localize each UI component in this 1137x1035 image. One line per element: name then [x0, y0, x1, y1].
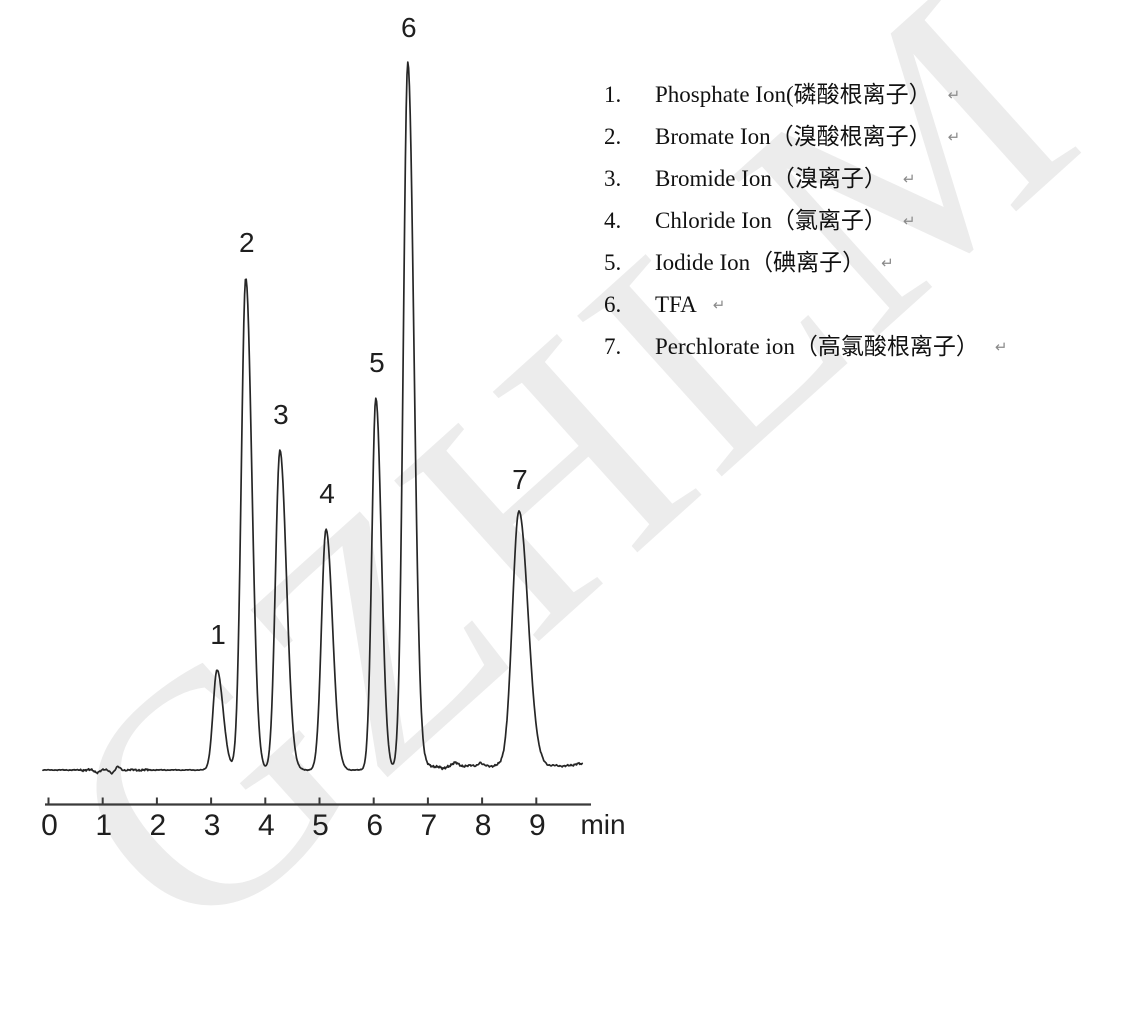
peak-number-label: 3: [273, 399, 289, 430]
peak-number-label: 6: [401, 12, 417, 43]
chromatogram-figure: 0 1 2 3 4 5 6 7 8 9 min 1 2 3 4 5 6 7: [0, 0, 650, 860]
legend-item-number: 2.: [604, 124, 622, 149]
x-axis-tick-label: 3: [204, 809, 221, 842]
legend-item: 3. Bromide Ion（溴离子） ↵: [604, 158, 1007, 200]
legend-item: 1. Phosphate Ion(磷酸根离子） ↵: [604, 74, 1007, 116]
legend-item: 5. Iodide Ion（碘离子） ↵: [604, 242, 1007, 284]
legend-item-label: Bromate Ion（溴酸根离子）: [655, 124, 932, 149]
return-mark-icon: ↵: [994, 340, 1008, 356]
x-axis-tick-label: 6: [366, 809, 383, 842]
legend-item-label: Perchlorate ion（高氯酸根离子）: [655, 334, 979, 359]
legend-item-label: Iodide Ion（碘离子）: [655, 250, 866, 275]
x-axis-tick-label: 4: [258, 809, 275, 842]
peak-number-label: 1: [210, 619, 226, 650]
x-axis-unit-label: min: [580, 809, 625, 840]
return-mark-icon: ↵: [902, 172, 916, 188]
chromatogram-trace: [42, 61, 584, 775]
legend-item-label: Chloride Ion（氯离子）: [655, 208, 887, 233]
x-axis-tick-label: 5: [312, 809, 329, 842]
peak-number-label: 7: [512, 464, 528, 495]
chromatogram-plot: 0 1 2 3 4 5 6 7 8 9 min 1 2 3 4 5 6 7: [41, 12, 625, 842]
legend-item: 6. TFA ↵: [604, 284, 1007, 326]
legend-item-number: 3.: [604, 166, 622, 191]
peak-number-label: 5: [369, 347, 385, 378]
x-axis-tick-label: 8: [475, 809, 492, 842]
peak-number-label: 2: [239, 227, 255, 258]
return-mark-icon: ↵: [947, 130, 961, 146]
return-mark-icon: ↵: [902, 214, 916, 230]
legend-item: 7. Perchlorate ion（高氯酸根离子） ↵: [604, 326, 1007, 368]
legend-item-label: Phosphate Ion(磷酸根离子）: [655, 82, 932, 107]
legend-item-number: 7.: [604, 334, 622, 359]
legend-item: 2. Bromate Ion（溴酸根离子） ↵: [604, 116, 1007, 158]
x-axis-tick-label: 0: [41, 809, 58, 842]
return-mark-icon: ↵: [881, 256, 894, 272]
legend-item-label: TFA: [655, 292, 697, 317]
x-axis-tick-label: 1: [95, 809, 112, 842]
return-mark-icon: ↵: [712, 298, 726, 314]
legend-item-number: 6.: [604, 292, 622, 317]
legend-item-number: 1.: [604, 82, 622, 107]
legend-item: 4. Chloride Ion（氯离子） ↵: [604, 200, 1007, 242]
x-axis-tick-label: 2: [150, 809, 167, 842]
x-axis-tick-label: 7: [421, 809, 438, 842]
peak-number-label: 4: [319, 478, 335, 509]
legend-item-number: 5.: [604, 250, 622, 275]
legend-item-label: Bromide Ion（溴离子）: [655, 166, 887, 191]
legend-item-number: 4.: [604, 208, 622, 233]
x-axis-tick-label: 9: [529, 809, 546, 842]
return-mark-icon: ↵: [947, 88, 961, 104]
peak-legend: 1. Phosphate Ion(磷酸根离子） ↵ 2. Bromate Ion（溴酸根…: [604, 74, 1007, 368]
